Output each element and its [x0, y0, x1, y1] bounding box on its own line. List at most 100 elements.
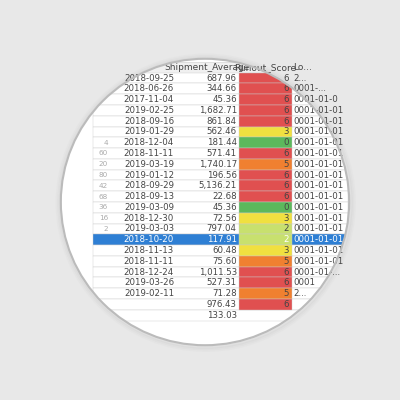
Text: 6: 6 [283, 181, 289, 190]
Bar [93, 213, 348, 224]
Bar [93, 256, 348, 267]
Text: 45.36: 45.36 [212, 95, 237, 104]
Text: 36: 36 [99, 204, 108, 210]
Bar [239, 148, 292, 159]
Text: 2: 2 [283, 224, 289, 234]
Text: 0001-01-0: 0001-01-0 [293, 95, 338, 104]
Text: 861.84: 861.84 [207, 117, 237, 126]
Text: 2019-02-11: 2019-02-11 [124, 289, 174, 298]
Text: 6: 6 [283, 117, 289, 126]
Text: 0001-01-01: 0001-01-01 [293, 181, 344, 190]
Text: 976.43: 976.43 [207, 300, 237, 309]
Text: 42: 42 [99, 183, 108, 189]
Text: 2018-06-26: 2018-06-26 [124, 84, 174, 93]
Text: Runout_Score: Runout_Score [234, 63, 296, 72]
Bar [239, 94, 292, 105]
Bar [239, 180, 292, 191]
Text: 2019-03-03: 2019-03-03 [124, 224, 174, 234]
Text: 0001-01-01: 0001-01-01 [293, 203, 344, 212]
Text: 0: 0 [283, 203, 289, 212]
Text: 71.28: 71.28 [212, 289, 237, 298]
Circle shape [61, 59, 349, 345]
Text: 0001-...: 0001-... [293, 84, 326, 93]
Text: 2019-01-12: 2019-01-12 [124, 170, 174, 180]
Bar [93, 180, 348, 191]
Text: 2018-10-20: 2018-10-20 [124, 235, 174, 244]
Text: 0001-01-01: 0001-01-01 [293, 160, 344, 169]
Bar [93, 105, 348, 116]
Text: 196.56: 196.56 [207, 170, 237, 180]
Text: 2018-11-11: 2018-11-11 [124, 257, 174, 266]
Bar [239, 213, 292, 224]
Text: 2018-09-16: 2018-09-16 [124, 117, 174, 126]
Bar [93, 310, 348, 320]
Text: 0: 0 [283, 138, 289, 147]
Text: 0001-01-01: 0001-01-01 [293, 106, 344, 115]
Text: 0001-01-01: 0001-01-01 [293, 138, 344, 147]
Text: 2018-09-13: 2018-09-13 [124, 192, 174, 201]
Text: 6: 6 [283, 74, 289, 82]
Text: 2018-12-30: 2018-12-30 [124, 214, 174, 223]
Text: 60.48: 60.48 [212, 246, 237, 255]
Bar [239, 245, 292, 256]
Text: 1,011.53: 1,011.53 [198, 268, 237, 276]
Text: 2019-03-26: 2019-03-26 [124, 278, 174, 287]
Bar [93, 126, 348, 137]
Text: 2: 2 [283, 235, 289, 244]
Text: 2018-12-24: 2018-12-24 [124, 268, 174, 276]
Text: 687.96: 687.96 [207, 74, 237, 82]
Text: 1,740.17: 1,740.17 [198, 160, 237, 169]
Text: 6: 6 [283, 84, 289, 93]
Bar [93, 299, 348, 310]
Text: 344.66: 344.66 [207, 84, 237, 93]
Bar [239, 256, 292, 267]
Text: 2019-03-19: 2019-03-19 [124, 160, 174, 169]
Text: Lo...: Lo... [293, 63, 312, 72]
Bar [239, 288, 292, 299]
Text: 2: 2 [104, 226, 108, 232]
Text: 2...: 2... [293, 289, 307, 298]
Text: 6: 6 [283, 170, 289, 180]
Text: 133.03: 133.03 [207, 311, 237, 320]
Text: 2019-02-25: 2019-02-25 [124, 106, 174, 115]
Text: 0001-01-01: 0001-01-01 [293, 170, 344, 180]
Text: 0001: 0001 [293, 278, 315, 287]
Text: 6: 6 [283, 268, 289, 276]
Text: 2019-03-09: 2019-03-09 [124, 203, 174, 212]
Text: 0001-01-01: 0001-01-01 [293, 257, 344, 266]
Text: 6: 6 [283, 300, 289, 309]
Text: 2017-11-04: 2017-11-04 [124, 95, 174, 104]
Text: 6: 6 [283, 278, 289, 287]
Text: 1,682.71: 1,682.71 [198, 106, 237, 115]
Text: 0001-01-01: 0001-01-01 [293, 235, 344, 244]
Text: 527.31: 527.31 [207, 278, 237, 287]
Bar [239, 234, 292, 245]
Text: 80: 80 [99, 172, 108, 178]
Text: 2018-09-25: 2018-09-25 [124, 74, 174, 82]
Bar [93, 234, 348, 245]
Bar [239, 191, 292, 202]
Text: 6: 6 [283, 149, 289, 158]
Text: 2...: 2... [293, 74, 307, 82]
Bar [93, 159, 348, 170]
Text: 3: 3 [283, 214, 289, 223]
Bar [239, 126, 292, 137]
Bar [239, 170, 292, 180]
Text: 4: 4 [104, 140, 108, 146]
Text: 72.56: 72.56 [212, 214, 237, 223]
Bar [239, 73, 292, 84]
Text: 60: 60 [99, 150, 108, 156]
Bar [93, 191, 348, 202]
Text: 3: 3 [283, 128, 289, 136]
Text: 0001-01-01: 0001-01-01 [293, 246, 344, 255]
Text: 75.60: 75.60 [212, 257, 237, 266]
Bar [93, 224, 348, 234]
Text: 45.36: 45.36 [212, 203, 237, 212]
Text: 562.46: 562.46 [207, 128, 237, 136]
Text: 0001-01-01: 0001-01-01 [293, 224, 344, 234]
Bar [93, 267, 348, 278]
Text: 0001-01-...: 0001-01-... [293, 268, 340, 276]
Bar [239, 116, 292, 126]
Text: 571.41: 571.41 [207, 149, 237, 158]
Bar [239, 299, 292, 310]
